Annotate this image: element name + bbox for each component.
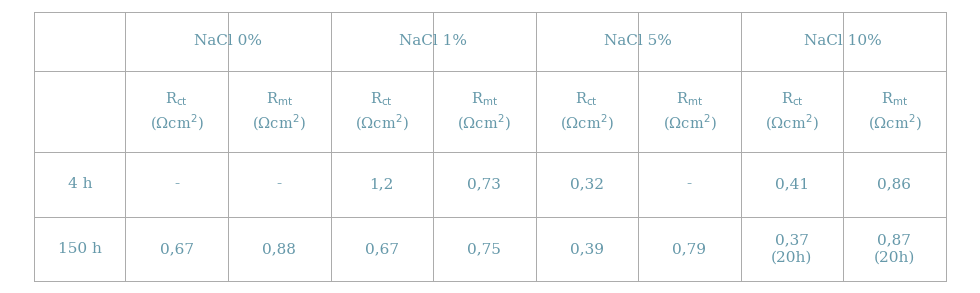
Text: R$_{\mathrm{mt}}$
(Ωcm$^{2}$): R$_{\mathrm{mt}}$ (Ωcm$^{2}$)	[867, 90, 921, 133]
Text: R$_{\mathrm{ct}}$
(Ωcm$^{2}$): R$_{\mathrm{ct}}$ (Ωcm$^{2}$)	[560, 90, 613, 133]
Text: 0,87
(20h): 0,87 (20h)	[874, 233, 915, 265]
Text: 150 h: 150 h	[58, 242, 102, 256]
Text: 0,88: 0,88	[263, 242, 296, 256]
Text: R$_{\mathrm{ct}}$
(Ωcm$^{2}$): R$_{\mathrm{ct}}$ (Ωcm$^{2}$)	[150, 90, 204, 133]
Text: NaCl 0%: NaCl 0%	[194, 34, 262, 48]
Text: 0,37
(20h): 0,37 (20h)	[771, 233, 812, 265]
Text: NaCl 5%: NaCl 5%	[604, 34, 672, 48]
Text: 0,73: 0,73	[467, 177, 501, 191]
Text: 0,32: 0,32	[569, 177, 604, 191]
Text: -: -	[276, 177, 282, 191]
Text: 0,79: 0,79	[672, 242, 707, 256]
Text: R$_{\mathrm{mt}}$
(Ωcm$^{2}$): R$_{\mathrm{mt}}$ (Ωcm$^{2}$)	[253, 90, 306, 133]
Text: 0,86: 0,86	[877, 177, 911, 191]
Text: R$_{\mathrm{mt}}$
(Ωcm$^{2}$): R$_{\mathrm{mt}}$ (Ωcm$^{2}$)	[458, 90, 512, 133]
Text: 0,67: 0,67	[365, 242, 399, 256]
Text: -: -	[174, 177, 179, 191]
Text: -: -	[687, 177, 692, 191]
Text: R$_{\mathrm{ct}}$
(Ωcm$^{2}$): R$_{\mathrm{ct}}$ (Ωcm$^{2}$)	[355, 90, 409, 133]
Text: R$_{\mathrm{ct}}$
(Ωcm$^{2}$): R$_{\mathrm{ct}}$ (Ωcm$^{2}$)	[765, 90, 818, 133]
Text: NaCl 1%: NaCl 1%	[399, 34, 467, 48]
Text: 0,75: 0,75	[467, 242, 501, 256]
Text: 0,41: 0,41	[775, 177, 808, 191]
Text: 0,67: 0,67	[160, 242, 194, 256]
Text: 4 h: 4 h	[68, 177, 92, 191]
Text: 0,39: 0,39	[569, 242, 604, 256]
Text: NaCl 10%: NaCl 10%	[805, 34, 882, 48]
Text: 1,2: 1,2	[369, 177, 394, 191]
Text: R$_{\mathrm{mt}}$
(Ωcm$^{2}$): R$_{\mathrm{mt}}$ (Ωcm$^{2}$)	[662, 90, 716, 133]
